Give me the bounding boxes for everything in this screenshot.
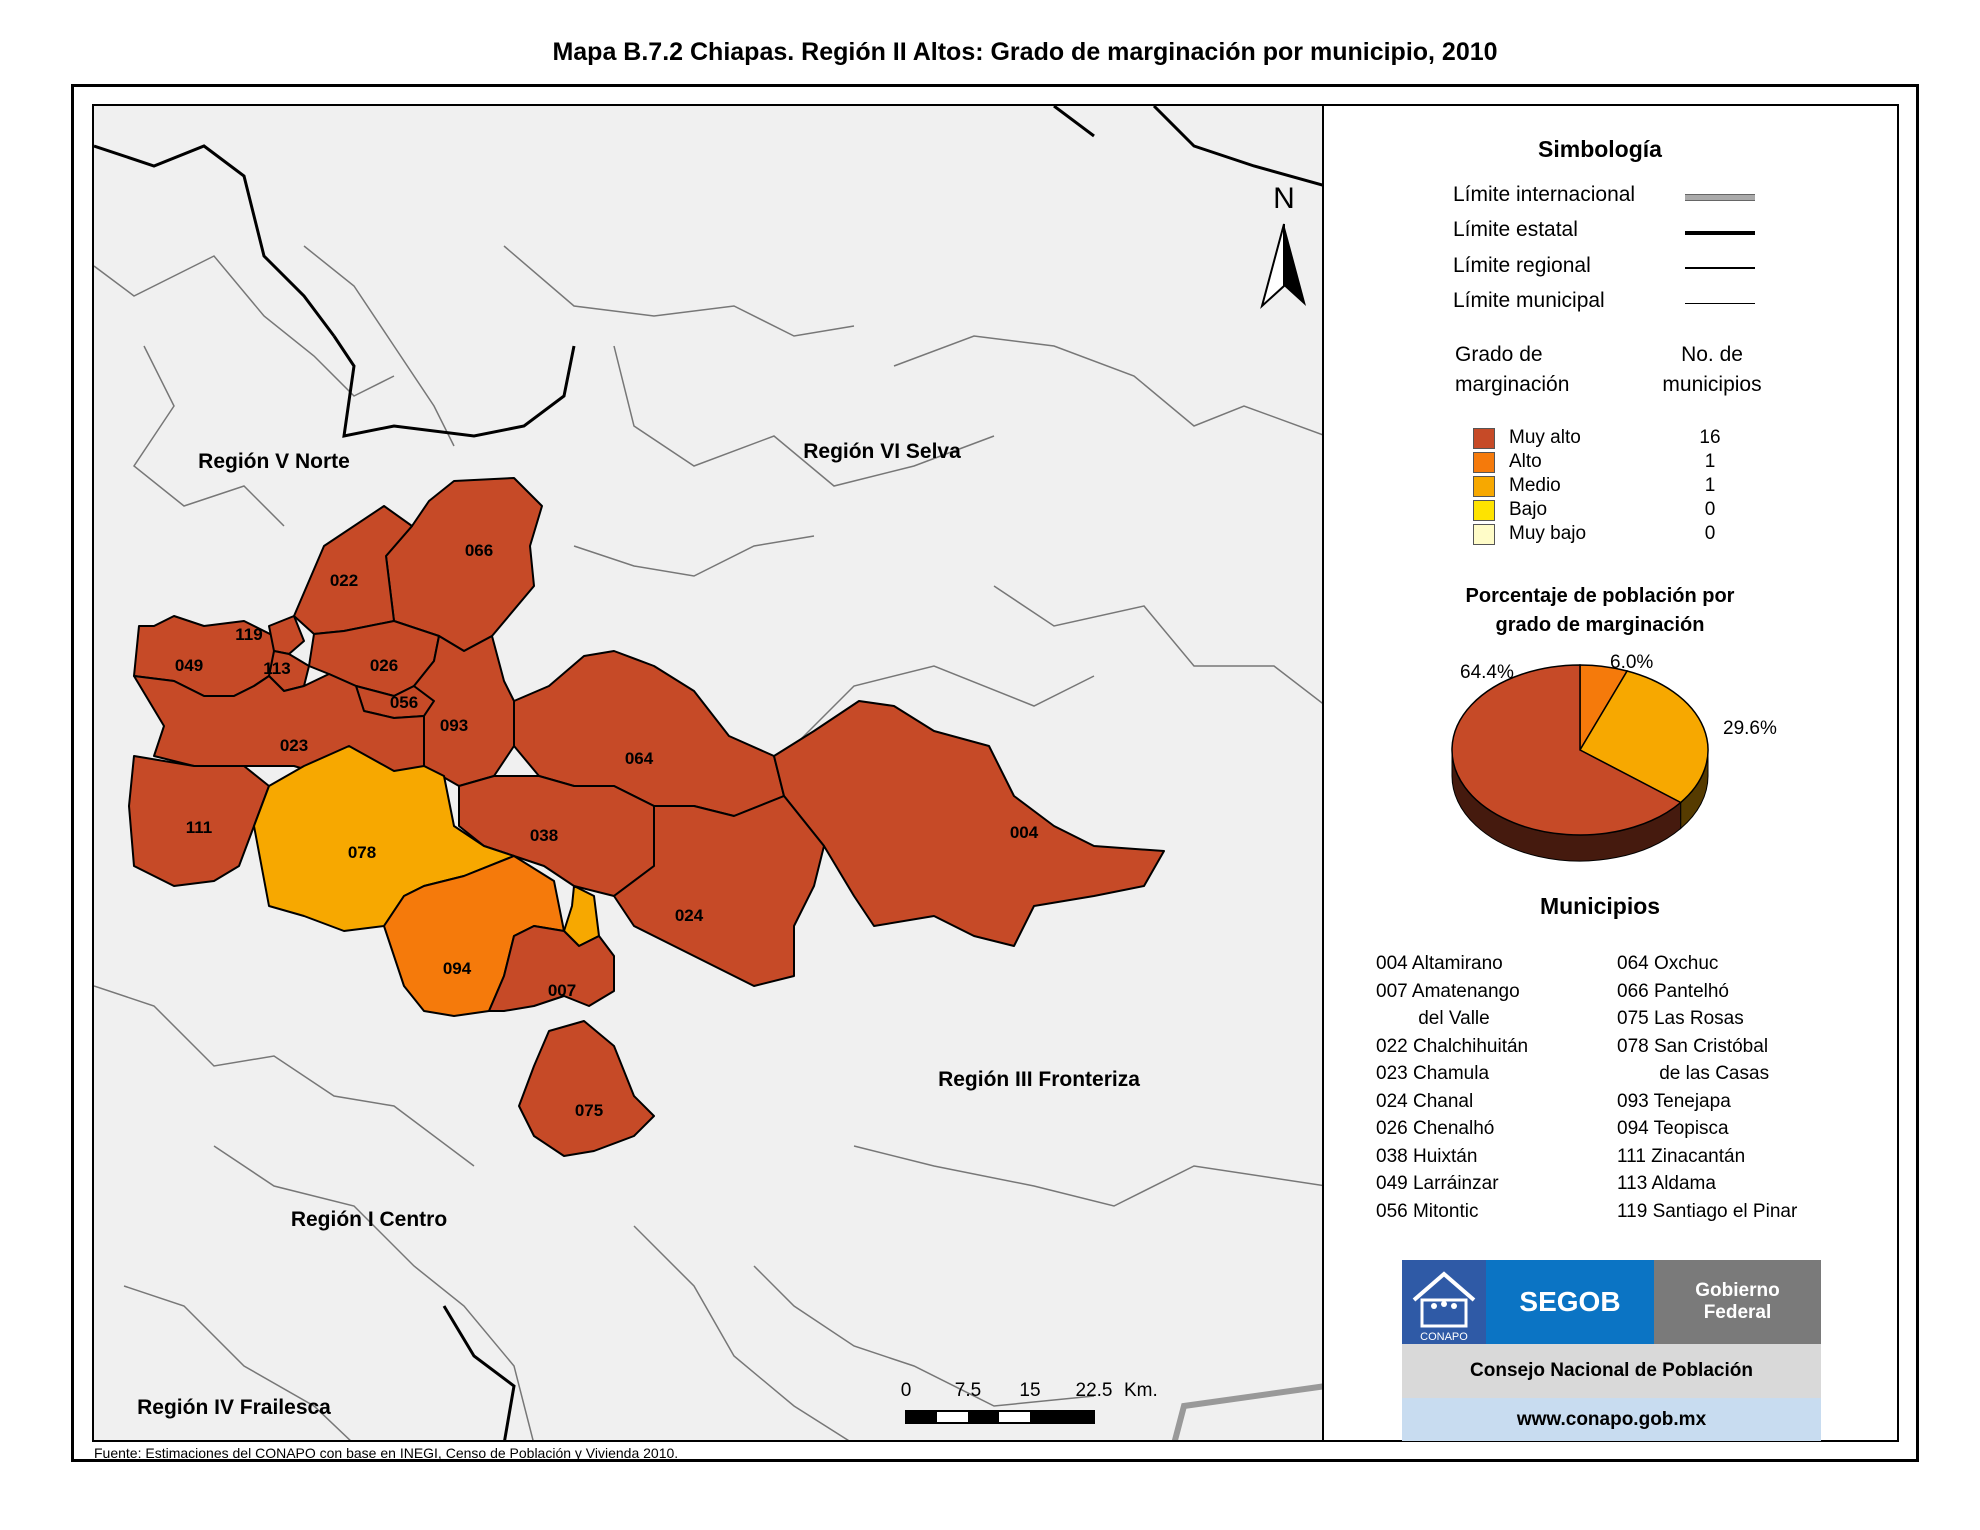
symbol-estatal (1685, 231, 1755, 235)
scale-tick-2: 15 (1019, 1380, 1040, 1401)
municipios-list-col1: 004 Altamirano 007 Amatenango del Valle … (1376, 953, 1529, 1222)
label-111: 111 (186, 818, 213, 837)
municipio-066 (385, 477, 543, 652)
consejo-label: Consejo Nacional de Población (1402, 1344, 1821, 1398)
swatch-muy-bajo (1473, 524, 1495, 545)
municipio-111 (128, 755, 270, 887)
region-label-frailesca: Región IV Frailesca (137, 1396, 331, 1419)
label-022: 022 (330, 571, 358, 590)
symbol-internacional (1685, 194, 1755, 201)
conapo-logo: CONAPO (1402, 1260, 1486, 1344)
label-113: 113 (263, 659, 290, 678)
municipios-title: Municipios (1539, 893, 1661, 919)
institutional-logos: CONAPO SEGOB Gobierno Federal Consejo Nac… (1402, 1260, 1821, 1441)
scale-bar: 0 7.5 15 22.5 Km. (901, 1380, 1158, 1424)
class-count-medio: 1 (1704, 475, 1716, 496)
swatch-alto (1473, 452, 1495, 473)
region-label-norte: Región V Norte (198, 450, 350, 473)
scale-tick-1: 7.5 (955, 1380, 981, 1401)
swatch-muy-alto (1473, 428, 1495, 449)
municipio-007 (488, 925, 615, 1012)
legend-line-regional: Límite regional (1453, 254, 1591, 277)
label-024: 024 (675, 906, 704, 925)
municipio-119 (268, 615, 305, 655)
label-007: 007 (548, 981, 576, 1000)
conapo-house-icon: CONAPO (1412, 1271, 1476, 1343)
municipio-004 (773, 700, 1165, 947)
symbol-municipal (1685, 303, 1755, 304)
source-note: Fuente: Estimaciones del CONAPO con base… (94, 1445, 679, 1461)
label-049: 049 (175, 656, 203, 675)
state-boundary-lines (94, 106, 1322, 1440)
label-066: 066 (465, 541, 493, 560)
class-count-alto: 1 (1704, 451, 1716, 472)
legend-line-internacional: Límite internacional (1453, 183, 1636, 206)
pie-chart: 64.4% 6.0% 29.6% (1451, 652, 1777, 862)
class-label-muy-bajo: Muy bajo (1509, 523, 1587, 544)
label-056: 056 (390, 693, 418, 712)
label-026: 026 (370, 656, 398, 675)
legend-col1-b: marginación (1455, 373, 1570, 396)
swatch-bajo (1473, 500, 1495, 521)
label-064: 064 (625, 749, 654, 768)
scale-tick-0: 0 (901, 1380, 912, 1401)
scale-unit: Km. (1124, 1380, 1158, 1401)
segob-logo: SEGOB (1486, 1260, 1654, 1344)
symbol-regional (1685, 267, 1755, 269)
label-094: 094 (443, 959, 472, 978)
class-count-muy-bajo: 0 (1704, 523, 1716, 544)
label-078: 078 (348, 843, 376, 862)
label-004: 004 (1010, 823, 1039, 842)
class-count-bajo: 0 (1704, 499, 1716, 520)
legend-line-municipal: Límite municipal (1453, 289, 1605, 312)
legend-col2-b: municipios (1662, 373, 1762, 396)
legend-line-estatal: Límite estatal (1453, 218, 1578, 241)
map-title: Mapa B.7.2 Chiapas. Región II Altos: Gra… (552, 38, 1498, 66)
municipal-background-lines (94, 245, 1322, 1440)
pie-title-a: Porcentaje de población por (1465, 585, 1735, 607)
gobierno-text-a: Gobierno (1695, 1280, 1780, 1301)
municipio-075 (518, 1020, 655, 1157)
north-arrow-icon: N (1260, 182, 1306, 310)
gobierno-federal-logo: Gobierno Federal (1654, 1260, 1821, 1344)
class-label-medio: Medio (1509, 475, 1561, 496)
swatch-medio (1473, 476, 1495, 497)
conapo-text: CONAPO (1420, 1331, 1468, 1343)
label-093: 093 (440, 716, 468, 735)
pie-label-medio: 29.6% (1723, 718, 1777, 739)
class-label-muy-alto: Muy alto (1509, 427, 1581, 448)
pie-title-b: grado de marginación (1495, 614, 1705, 636)
region-label-fronteriza: Región III Fronteriza (938, 1068, 1140, 1091)
pie-label-alto: 6.0% (1610, 652, 1653, 673)
label-038: 038 (530, 826, 558, 845)
gobierno-text-b: Federal (1703, 1302, 1772, 1323)
region-label-selva: Región VI Selva (803, 440, 961, 463)
label-119: 119 (235, 625, 262, 644)
class-label-bajo: Bajo (1509, 499, 1548, 520)
legend-title: Simbología (1538, 136, 1662, 162)
region-label-centro: Región I Centro (291, 1208, 447, 1231)
north-label: N (1273, 182, 1295, 215)
municipios-list-col2: 064 Oxchuc 066 Pantelhó 075 Las Rosas 07… (1617, 953, 1798, 1222)
pie-label-muy-alto: 64.4% (1460, 662, 1514, 683)
class-label-alto: Alto (1509, 451, 1542, 472)
map-frame (71, 84, 1919, 1462)
scale-tick-3: 22.5 (1076, 1380, 1113, 1401)
pie-slice-muy-alto (1451, 664, 1682, 836)
municipio-labels: 066 022 026 049 119 113 056 023 093 064 … (175, 541, 1039, 1120)
international-boundary (1171, 1383, 1322, 1440)
municipio-024 (613, 795, 825, 987)
map-canvas[interactable]: 066 022 026 049 119 113 056 023 093 064 … (92, 104, 1324, 1442)
conapo-url[interactable]: www.conapo.gob.mx (1402, 1398, 1821, 1441)
label-023: 023 (280, 736, 308, 755)
map-svg: 066 022 026 049 119 113 056 023 093 064 … (94, 106, 1322, 1440)
legend-col1-a: Grado de (1455, 343, 1543, 366)
pie-slice-medio (1578, 670, 1709, 804)
label-075: 075 (575, 1101, 603, 1120)
legend-col2-a: No. de (1681, 343, 1743, 366)
region-altos (128, 477, 1165, 1157)
class-count-muy-alto: 16 (1699, 427, 1721, 448)
